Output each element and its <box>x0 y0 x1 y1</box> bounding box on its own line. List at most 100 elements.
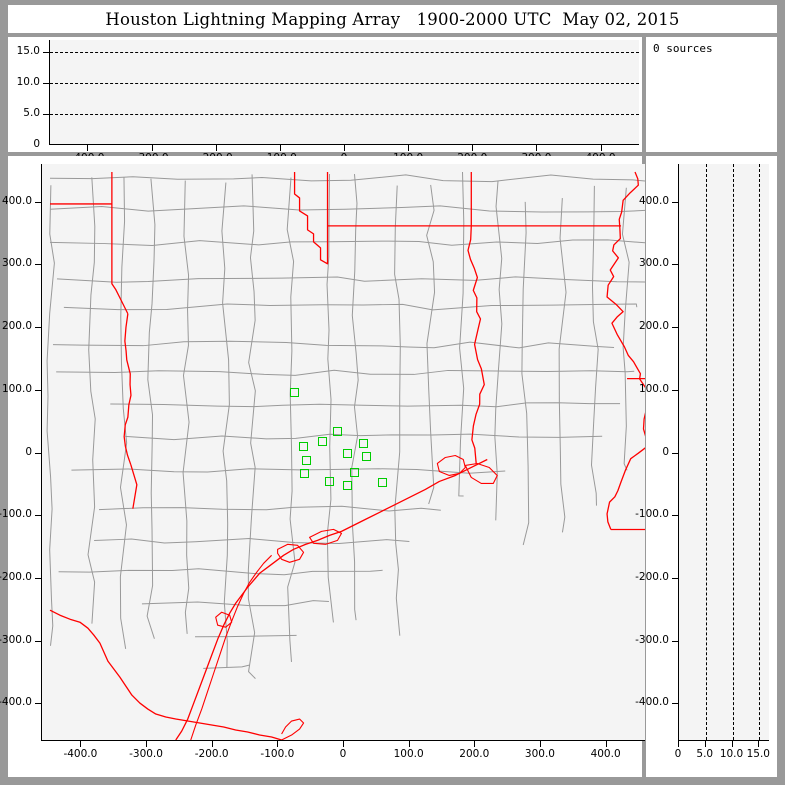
ytick-mark <box>35 640 41 642</box>
ytick-mark <box>35 389 41 391</box>
xtick-mark <box>474 741 476 747</box>
north-south-ytick-label: 400.0 <box>638 194 669 207</box>
map-ytick-label: 0 <box>25 445 32 458</box>
lma-station-marker[interactable] <box>290 387 300 397</box>
ytick-mark <box>43 52 49 54</box>
map-xtick-label: 300.0 <box>524 748 555 760</box>
altitude-east-west-plot[interactable] <box>49 40 639 145</box>
lma-station-marker[interactable] <box>359 438 369 448</box>
gridline-y-15.0 <box>50 52 639 54</box>
ytick-mark <box>672 703 678 705</box>
altitude-xtick-label: 5.0 <box>696 748 714 760</box>
map-ytick-label: 300.0 <box>1 257 32 270</box>
xtick-mark <box>408 741 410 747</box>
ytick-mark <box>43 83 49 85</box>
xtick-mark <box>539 741 541 747</box>
xtick-mark <box>211 741 213 747</box>
map-xtick-label: -100.0 <box>260 748 295 760</box>
xtick-mark <box>215 145 217 151</box>
map-xtick-label: 100.0 <box>393 748 424 760</box>
xtick-mark <box>277 741 279 747</box>
xtick-mark <box>343 741 344 747</box>
map-geography <box>46 171 645 740</box>
ytick-mark <box>35 201 41 203</box>
gridline-y-5.0 <box>50 114 639 116</box>
lma-station-marker[interactable] <box>302 456 312 466</box>
xtick-mark <box>279 145 281 151</box>
map-ytick-label: -200.0 <box>0 570 32 583</box>
north-south-ytick-label: 100.0 <box>638 382 669 395</box>
ytick-mark <box>35 515 41 517</box>
ytick-mark <box>35 452 41 454</box>
ytick-mark <box>35 577 41 579</box>
status-badge: 0 sources <box>653 42 713 55</box>
lma-station-marker[interactable] <box>318 437 328 447</box>
ytick-mark <box>672 640 678 642</box>
lma-station-marker[interactable] <box>343 448 353 458</box>
xtick-mark <box>151 145 153 151</box>
map-xtick-label: 0 <box>339 748 347 760</box>
ytick-mark <box>672 577 678 579</box>
map-xtick-label: -400.0 <box>63 748 98 760</box>
lma-station-marker[interactable] <box>361 451 371 461</box>
xtick-mark <box>758 741 760 747</box>
xtick-mark <box>600 145 602 151</box>
altitude-xtick-label: 0 <box>674 748 682 760</box>
xtick-mark <box>731 741 733 747</box>
north-south-ytick-label: 200.0 <box>638 320 669 333</box>
ytick-mark <box>35 703 41 705</box>
north-south-ytick-label: 300.0 <box>638 257 669 270</box>
xtick-mark <box>704 741 706 747</box>
ytick-mark <box>672 515 678 517</box>
altitude-north-south-panel: 400.0 300.0 200.0 100.0 0 -100.0 -200.0 -300.0 -… <box>635 156 777 777</box>
altitude-xtick-label: 15.0 <box>746 748 770 760</box>
ytick-mark <box>672 264 678 266</box>
xtick-mark <box>408 145 410 151</box>
title-bar: Houston Lightning Mapping Array 1900-200… <box>8 5 777 33</box>
gridline-x-15.0 <box>759 164 761 740</box>
lma-station-marker[interactable] <box>300 469 310 479</box>
xtick-mark <box>536 145 538 151</box>
ytick-mark <box>672 327 678 329</box>
map-xtick-label: 400.0 <box>590 748 621 760</box>
altitude-north-south-plot[interactable] <box>678 164 769 741</box>
north-south-ytick-label: -400.0 <box>635 696 669 709</box>
north-south-ytick-label: 0 <box>662 445 669 458</box>
xtick-mark <box>87 145 89 151</box>
ytick-mark <box>672 389 678 391</box>
altitude-ytick-label: 0 <box>33 138 40 150</box>
map-ytick-label: -400.0 <box>0 696 32 709</box>
altitude-xtick-label: 10.0 <box>719 748 744 760</box>
map-xtick-label: 200.0 <box>459 748 490 760</box>
north-south-ytick-label: -200.0 <box>635 570 669 583</box>
map-ytick-label: 200.0 <box>1 320 32 333</box>
north-south-ytick-label: -300.0 <box>635 633 669 646</box>
xtick-mark <box>605 741 607 747</box>
xtick-mark <box>344 145 345 151</box>
map-ytick-label: -300.0 <box>0 633 32 646</box>
north-south-ytick-label: -100.0 <box>635 508 669 521</box>
lma-station-marker[interactable] <box>377 478 387 488</box>
xtick-mark <box>472 145 474 151</box>
map-ytick-label: 100.0 <box>1 382 32 395</box>
lma-station-marker[interactable] <box>332 427 342 437</box>
xtick-mark <box>80 741 82 747</box>
map-ytick-label: -100.0 <box>0 508 32 521</box>
lma-station-marker[interactable] <box>350 468 359 478</box>
ytick-mark <box>672 452 678 454</box>
xtick-mark <box>678 741 679 747</box>
map-plot[interactable] <box>41 164 645 741</box>
map-ytick-label: 400.0 <box>1 194 32 207</box>
ytick-mark <box>35 264 41 266</box>
map-xtick-label: -200.0 <box>194 748 229 760</box>
lma-station-marker[interactable] <box>325 476 335 486</box>
lma-station-marker[interactable] <box>298 441 308 451</box>
lma-station-marker[interactable] <box>343 481 353 491</box>
ytick-mark <box>672 201 678 203</box>
page-title: Houston Lightning Mapping Array 1900-200… <box>105 9 680 29</box>
map-xtick-label: -300.0 <box>129 748 163 760</box>
altitude-ytick-label: 15.0 <box>16 45 40 58</box>
altitude-ytick-label: 10.0 <box>16 76 40 89</box>
ytick-mark <box>35 327 41 329</box>
